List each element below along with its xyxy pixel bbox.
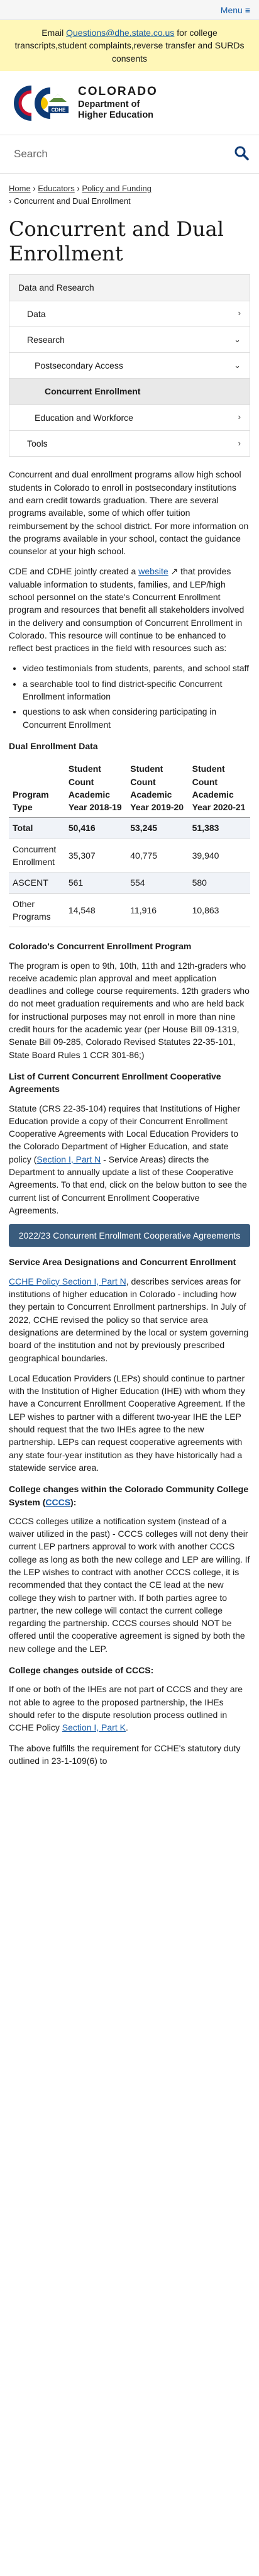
breadcrumb-current: Concurrent and Dual Enrollment: [13, 196, 131, 206]
website-link[interactable]: website: [138, 566, 168, 577]
lep-paragraph: Local Education Providers (LEPs) should …: [9, 1373, 245, 1473]
search-input[interactable]: [14, 144, 234, 165]
list-item: a searchable tool to find district-speci…: [23, 677, 250, 703]
agreements-heading: List of Current Concurrent Enrollment Co…: [9, 1071, 221, 1095]
list-item: questions to ask when considering partic…: [23, 705, 250, 731]
cche-policy-link[interactable]: CCHE Policy Section I, Part N: [9, 1276, 126, 1286]
table-header: Student Count Academic Year 2020-21: [188, 759, 250, 818]
ce-program-heading: Colorado's Concurrent Enrollment Program: [9, 941, 192, 952]
notice-email-link[interactable]: Questions@dhe.state.co.us: [66, 28, 175, 38]
cooperative-agreements-button[interactable]: 2022/23 Concurrent Enrollment Cooperativ…: [9, 1224, 250, 1247]
chevron-down-icon: ⌄: [234, 334, 241, 344]
notice-banner: Email Questions@dhe.state.co.us for coll…: [0, 20, 259, 71]
chevron-down-icon: ⌄: [234, 360, 241, 370]
service-area-paragraph: CCHE Policy Section I, Part N, describes…: [9, 1276, 249, 1363]
nav-item-postsecondary-access[interactable]: Postsecondary Access ⌄: [9, 352, 250, 379]
svg-text:CDHE: CDHE: [52, 107, 66, 113]
outside-cccs-heading: College changes outside of CCCS:: [9, 1665, 154, 1676]
outside-cccs-paragraph: If one or both of the IHEs are not part …: [9, 1684, 243, 1733]
breadcrumb-educators[interactable]: Educators: [38, 184, 75, 194]
ce-program-paragraph: The program is open to 9th, 10th, 11th a…: [9, 960, 250, 1060]
table-row: ASCENT 561 554 580: [9, 872, 250, 894]
table-row: Concurrent Enrollment 35,307 40,775 39,940: [9, 839, 250, 873]
nav-item-research[interactable]: Research ⌄: [9, 326, 250, 353]
page-title: Concurrent and Dual Enrollment: [9, 217, 224, 265]
hamburger-icon: ≡: [245, 4, 250, 15]
menu-label: Menu: [220, 4, 243, 15]
resources-list: video testimonials from students, parent…: [9, 662, 250, 730]
intro-paragraph: Concurrent and dual enrollment programs …: [9, 469, 249, 557]
external-link-icon: ↗: [168, 566, 179, 577]
table-header: Student Count Academic Year 2018-19: [64, 759, 127, 818]
menu-button[interactable]: Menu ≡: [221, 5, 250, 15]
statutory-paragraph: The above fulfills the requirement for C…: [9, 1742, 241, 1766]
chevron-right-icon: ›: [238, 308, 241, 318]
table-row: Total 50,416 53,245 51,383: [9, 817, 250, 839]
chevron-right-icon: ›: [238, 412, 241, 422]
table-row: Other Programs 14,548 11,916 10,863: [9, 893, 250, 928]
logo-dept-line1: Department of: [78, 99, 140, 109]
nav-item-education-and-workforce[interactable]: Education and Workforce ›: [9, 404, 250, 431]
breadcrumb-policy[interactable]: Policy and Funding: [82, 184, 152, 194]
breadcrumb-home[interactable]: Home: [9, 184, 31, 194]
notice-prefix: Email: [41, 28, 67, 38]
section-k-link[interactable]: Section I, Part K: [62, 1722, 126, 1733]
logo-colorado: COLORADO: [78, 84, 158, 98]
search-bar: [0, 135, 259, 174]
dual-enrollment-table: Program Type Student Count Academic Year…: [9, 759, 250, 928]
section-nav: Data and Research Data › Research ⌄ Postse…: [9, 274, 250, 457]
nav-item-data-and-research[interactable]: Data and Research: [9, 275, 250, 301]
service-area-heading: Service Area Designations and Concurrent…: [9, 1257, 236, 1268]
table-title: Dual Enrollment Data: [9, 740, 98, 751]
website-paragraph: CDE and CDHE jointly created a website ↗…: [9, 566, 245, 654]
nav-item-concurrent-enrollment[interactable]: Concurrent Enrollment: [9, 378, 250, 404]
list-item: video testimonials from students, parent…: [23, 662, 250, 674]
site-logo[interactable]: CDHE COLORADO Department of Higher Educa…: [0, 71, 259, 136]
cccs-heading: College changes within the Colorado Comm…: [9, 1484, 249, 1507]
top-bar: Menu ≡: [0, 0, 259, 20]
nav-item-data[interactable]: Data ›: [9, 300, 250, 326]
breadcrumb: Home › Educators › Policy and Funding › …: [9, 184, 152, 206]
logo-dept-line2: Higher Education: [78, 110, 154, 121]
chevron-right-icon: ›: [238, 438, 241, 448]
cccs-link[interactable]: CCCS: [45, 1497, 71, 1507]
cccs-paragraph: CCCS colleges utilize a notification sys…: [9, 1515, 250, 1654]
table-header: Student Count Academic Year 2019-20: [126, 759, 189, 818]
colorado-logo-icon: CDHE: [14, 85, 69, 121]
notice-suffix: for college transcripts,student complain…: [14, 28, 245, 64]
section-n-link[interactable]: Section I, Part N: [36, 1154, 101, 1164]
main-content: Concurrent and dual enrollment programs …: [0, 457, 259, 1787]
table-header: Program Type: [9, 759, 65, 818]
logo-text: COLORADO Department of Higher Education: [78, 85, 158, 121]
search-icon[interactable]: [234, 145, 249, 164]
nav-item-tools[interactable]: Tools ›: [9, 430, 250, 457]
agreements-paragraph: Statute (CRS 22-35-104) requires that In…: [9, 1103, 247, 1215]
